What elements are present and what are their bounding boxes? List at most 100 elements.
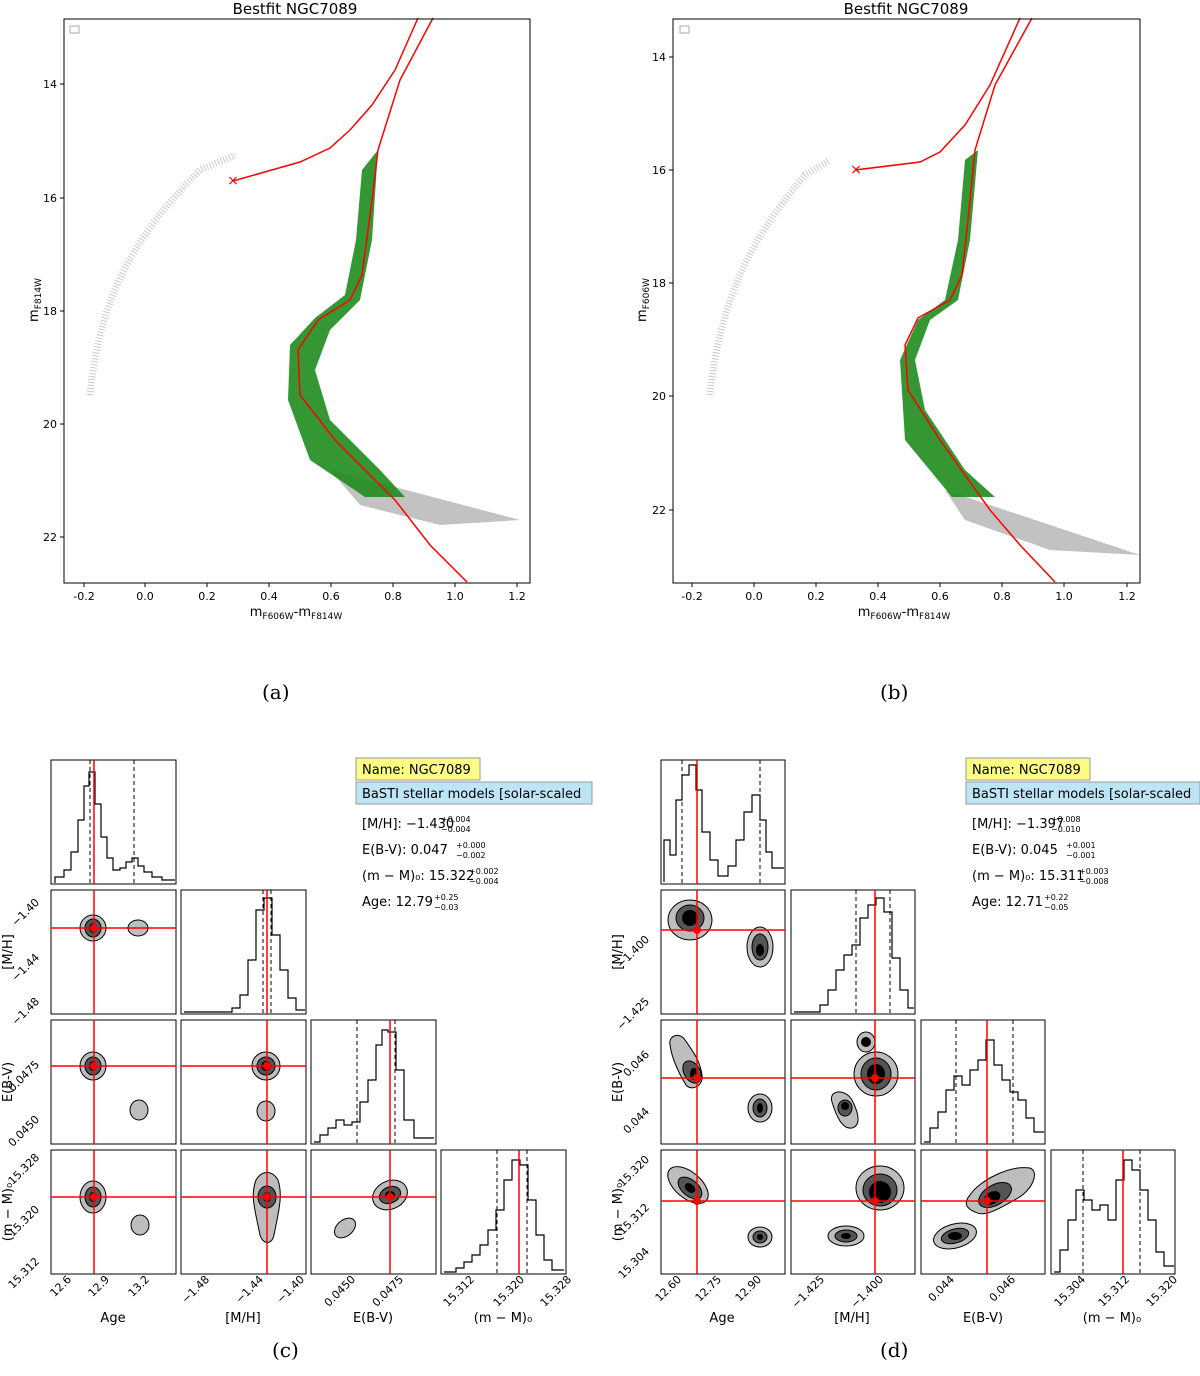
- turnoff-marker: ×: [227, 173, 239, 189]
- svg-text:−0.010: −0.010: [1051, 825, 1081, 834]
- x-axis-label: mF606W-mF814W: [858, 605, 951, 622]
- svg-text:15.312: 15.312: [441, 1273, 477, 1309]
- caption-c: (c): [272, 1338, 299, 1362]
- contour-ebv-age: [660, 1019, 786, 1145]
- y-label-mh: [M/H]: [611, 934, 626, 970]
- svg-text:0.0: 0.0: [136, 590, 154, 603]
- svg-text:18: 18: [652, 277, 666, 290]
- svg-text:1.2: 1.2: [508, 590, 526, 603]
- contour-dm-ebv: [310, 1149, 437, 1275]
- svg-text:−1.48: −1.48: [179, 1273, 212, 1306]
- mh-value: [M/H]: −1.430: [362, 817, 454, 832]
- isochrone: [854, 17, 1056, 583]
- caption-d: (d): [880, 1338, 909, 1362]
- svg-text:16: 16: [652, 164, 666, 177]
- svg-text:0.2: 0.2: [807, 590, 825, 603]
- svg-text:12.6: 12.6: [48, 1273, 75, 1300]
- svg-text:+0.004: +0.004: [441, 815, 471, 824]
- svg-text:22: 22: [652, 504, 666, 517]
- y-label-ebv: E(B-V): [1, 1062, 16, 1102]
- svg-text:15.304: 15.304: [616, 1245, 652, 1281]
- svg-text:+0.008: +0.008: [1051, 815, 1081, 824]
- svg-text:1.0: 1.0: [1055, 590, 1073, 603]
- dm-value: (m − M)₀: 15.311: [972, 869, 1084, 884]
- model-tag-text: BaSTI stellar models [solar-scaled: [972, 787, 1191, 802]
- svg-text:0.8: 0.8: [993, 590, 1011, 603]
- svg-text:−1.425: −1.425: [789, 1273, 827, 1311]
- svg-text:+0.22: +0.22: [1044, 893, 1069, 902]
- svg-text:0.046: 0.046: [987, 1273, 1018, 1304]
- info-box: Name: NGC7089 BaSTI stellar models [sola…: [965, 757, 1200, 912]
- isochrone: [232, 17, 468, 583]
- svg-text:15.312: 15.312: [1096, 1273, 1132, 1309]
- dm-value: (m − M)₀: 15.322: [362, 869, 474, 884]
- y-label-dm: (m − M)₀: [1, 1183, 16, 1241]
- svg-text:−0.004: −0.004: [469, 877, 499, 886]
- svg-text:-0.2: -0.2: [681, 590, 702, 603]
- svg-text:15.320: 15.320: [491, 1273, 527, 1309]
- corner-plot-d: −1.400 −1.425 0.046 0.044 15.320 15.312 …: [611, 757, 1200, 1326]
- svg-text:0.0475: 0.0475: [370, 1273, 406, 1309]
- model-tag: [355, 781, 593, 805]
- x-label-dm: (m − M)₀: [474, 1311, 532, 1326]
- svg-text:15.320: 15.320: [1144, 1273, 1180, 1309]
- ebv-value: E(B-V): 0.047: [362, 843, 448, 858]
- x-label-mh: [M/H]: [225, 1311, 261, 1326]
- svg-text:−0.03: −0.03: [434, 903, 459, 912]
- svg-text:15.328: 15.328: [6, 1151, 42, 1187]
- svg-text:+0.25: +0.25: [434, 893, 459, 902]
- svg-text:15.312: 15.312: [6, 1255, 42, 1291]
- hist-dm: [440, 1149, 567, 1275]
- svg-text:−0.001: −0.001: [1066, 851, 1096, 860]
- caption-b: (b): [880, 680, 909, 704]
- x-label-age: Age: [100, 1311, 125, 1326]
- x-label-ebv: E(B-V): [963, 1311, 1003, 1326]
- ebv-value: E(B-V): 0.045: [972, 843, 1058, 858]
- svg-text:−0.004: −0.004: [441, 825, 471, 834]
- mh-value: [M/H]: −1.397: [972, 817, 1064, 832]
- svg-text:−0.05: −0.05: [1044, 903, 1069, 912]
- svg-text:12.75: 12.75: [693, 1273, 724, 1304]
- plot-frame: [63, 18, 531, 584]
- y-axis-label: mF814W: [27, 278, 44, 322]
- svg-text:+0.001: +0.001: [1066, 841, 1096, 850]
- hist-ebv: [310, 1019, 437, 1145]
- svg-text:+0.002: +0.002: [469, 867, 499, 876]
- svg-text:+0.003: +0.003: [1079, 867, 1109, 876]
- svg-text:22: 22: [43, 531, 57, 544]
- x-label-ebv: E(B-V): [353, 1311, 393, 1326]
- svg-text:12.9: 12.9: [86, 1273, 113, 1300]
- svg-text:0.0450: 0.0450: [322, 1273, 358, 1309]
- svg-text:-0.2: -0.2: [73, 590, 94, 603]
- contour-ebv-age: [50, 1019, 177, 1145]
- y-label-mh: [M/H]: [1, 934, 16, 970]
- svg-text:0.4: 0.4: [260, 590, 278, 603]
- info-box: Name: NGC7089 BaSTI stellar models [sola…: [355, 757, 593, 912]
- svg-text:0.044: 0.044: [621, 1105, 652, 1136]
- svg-text:−1.40: −1.40: [9, 896, 42, 929]
- contour-ebv-mh: [790, 1019, 916, 1145]
- svg-text:−1.40: −1.40: [274, 1273, 307, 1306]
- x-ticks: 12.6 12.9 13.2 −1.48 −1.44 −1.40 0.0450 …: [48, 1273, 575, 1309]
- y-label-ebv: E(B-V): [611, 1062, 626, 1102]
- contour-dm-age: [660, 1149, 786, 1275]
- x-label-mh: [M/H]: [834, 1311, 870, 1326]
- plot-frame: [672, 18, 1141, 584]
- turnoff-marker: ×: [850, 162, 862, 178]
- x-axis-label: mF606W-mF814W: [250, 605, 343, 622]
- y-axis-label: mF606W: [635, 278, 652, 322]
- x-axis: -0.2 0.0 0.2 0.4 0.6 0.8 1.0 1.2: [73, 583, 526, 603]
- contour-dm-age: [50, 1149, 177, 1275]
- svg-text:0.8: 0.8: [384, 590, 402, 603]
- svg-text:12.60: 12.60: [653, 1273, 684, 1304]
- svg-text:1.2: 1.2: [1118, 590, 1136, 603]
- svg-text:0.6: 0.6: [931, 590, 949, 603]
- contour-dm-ebv: [920, 1149, 1046, 1275]
- name-tag: [965, 757, 1091, 781]
- svg-text:−1.44: −1.44: [233, 1273, 266, 1306]
- cmd-plot-a: Bestfit NGC7089 × -0.2 0.0 0.2 0.4 0.6 0…: [27, 0, 531, 622]
- corner-plot-c: −1.40 −1.44 −1.48 0.0475 0.0450 15.328 1…: [1, 757, 593, 1326]
- svg-text:−1.425: −1.425: [614, 995, 652, 1033]
- name-tag-text: Name: NGC7089: [972, 763, 1081, 778]
- contour-dm-mh: [790, 1149, 916, 1275]
